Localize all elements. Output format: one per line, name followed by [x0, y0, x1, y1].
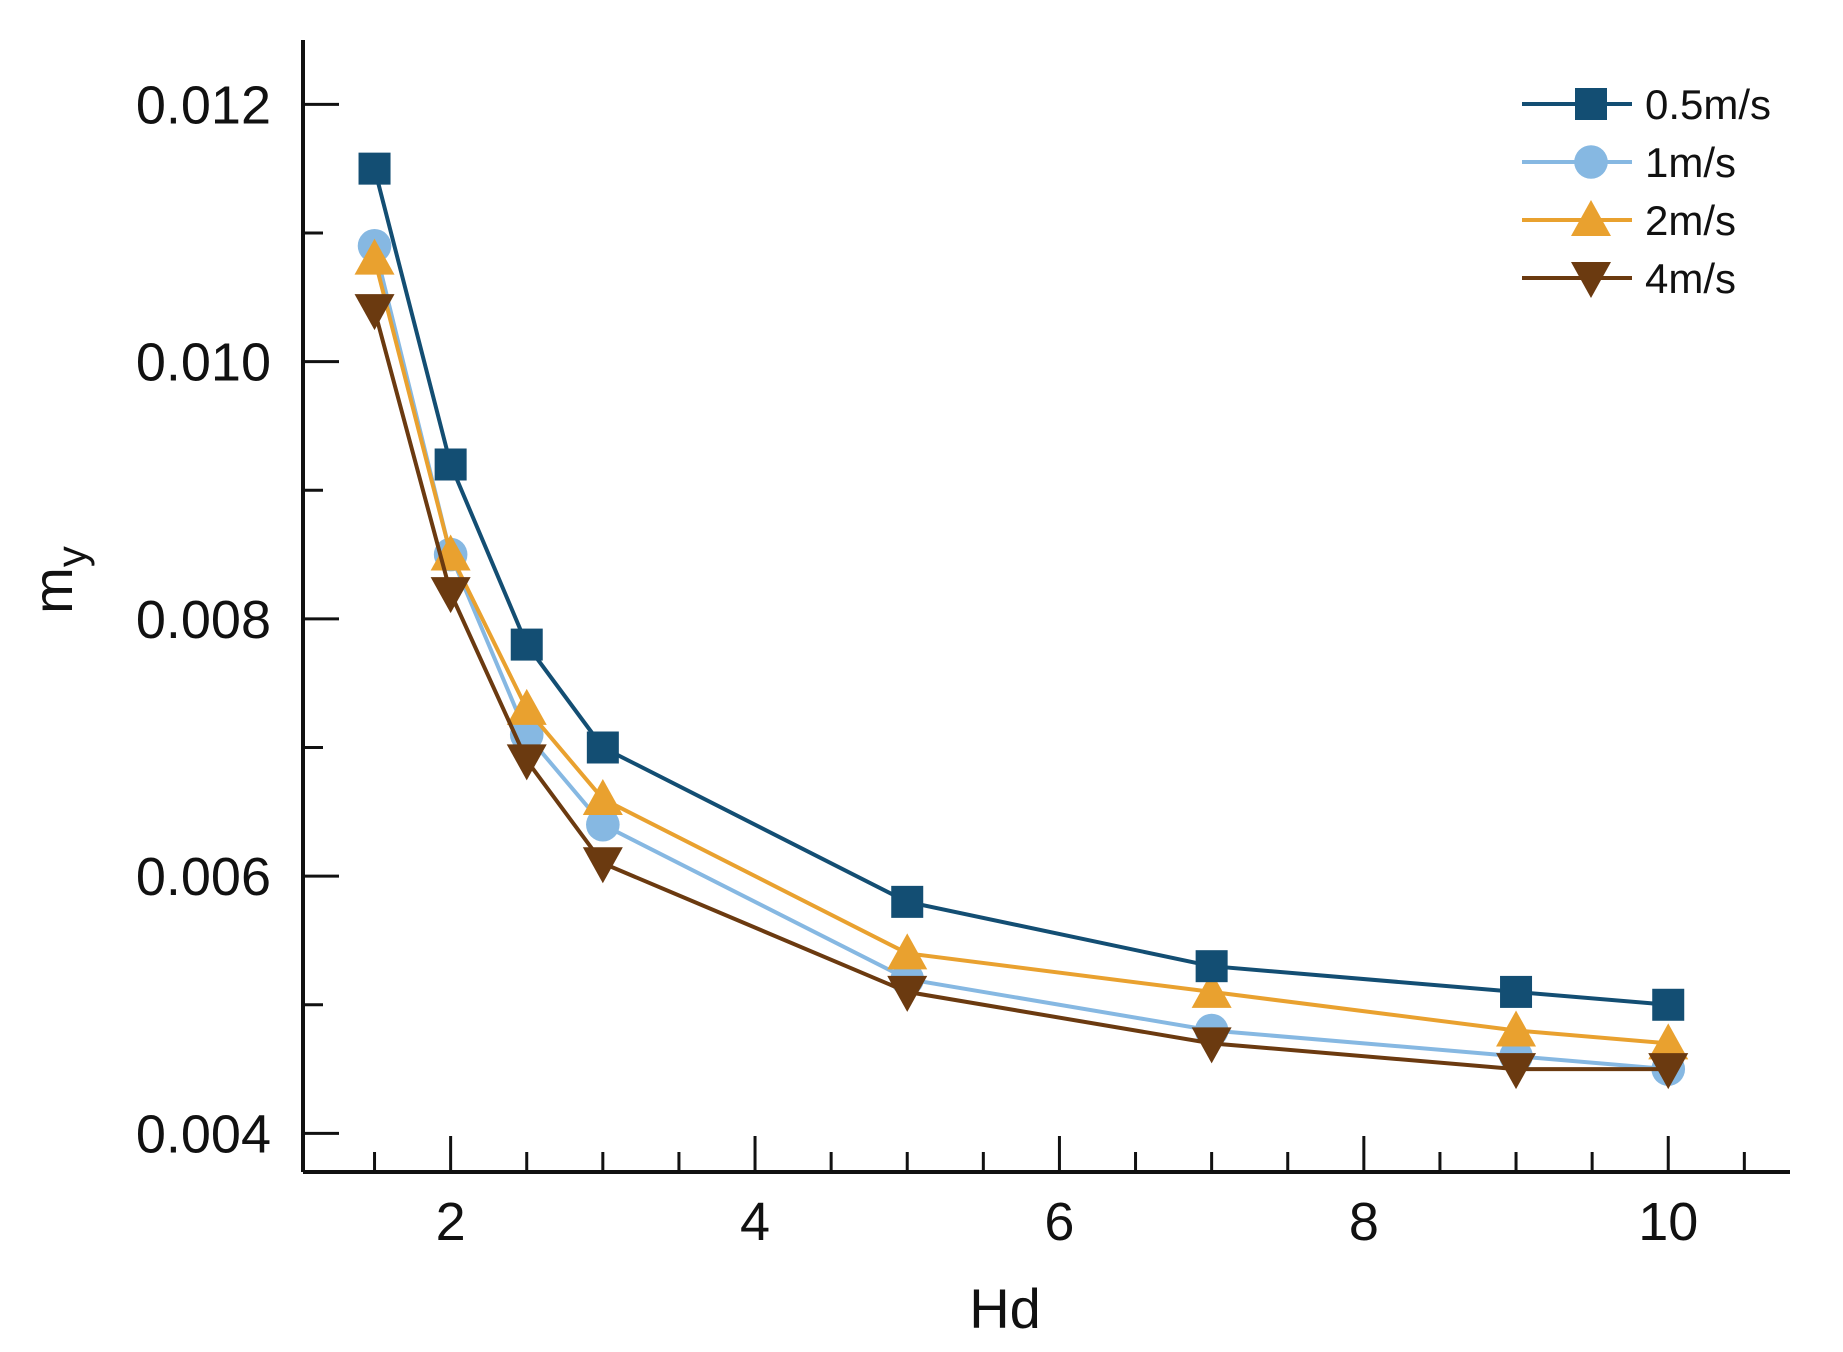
- data-point: [354, 294, 395, 331]
- series-4m/s: [354, 294, 1689, 1090]
- data-point: [1648, 1053, 1689, 1090]
- x-tick-label: 2: [436, 1192, 466, 1252]
- y-tick-label: 0.004: [136, 1104, 271, 1164]
- legend-marker: [1571, 262, 1611, 298]
- series-line: [372, 168, 1669, 1007]
- data-point: [1191, 971, 1232, 1008]
- legend-label: 1m/s: [1645, 139, 1736, 186]
- data-point: [1500, 975, 1533, 1008]
- data-point: [887, 975, 928, 1012]
- series-line: [372, 309, 1669, 1072]
- legend-label: 4m/s: [1645, 255, 1736, 302]
- data-point: [887, 933, 928, 970]
- data-point: [506, 688, 547, 725]
- series-1m/s: [357, 229, 1686, 1086]
- x-tick-label: 6: [1044, 1192, 1074, 1252]
- data-point: [1652, 988, 1685, 1021]
- axes: 2 4 6 8 10 0.004 0.006 0.008 0.010 0.012: [136, 40, 1790, 1252]
- data-point: [582, 778, 623, 815]
- series-0.5m/s: [358, 152, 1685, 1021]
- legend-item: 2m/s: [1522, 197, 1736, 244]
- data-point: [1496, 1053, 1537, 1090]
- data-point: [358, 152, 391, 185]
- y-tick-label: 0.010: [136, 333, 271, 393]
- data-point: [506, 744, 547, 781]
- data-point: [430, 577, 471, 614]
- data-point: [1648, 1023, 1689, 1060]
- data-point: [510, 628, 543, 661]
- data-point: [891, 885, 924, 918]
- legend-marker: [1575, 88, 1607, 120]
- y-tick-label: 0.012: [136, 75, 271, 135]
- data-point: [582, 847, 623, 884]
- data-point: [586, 807, 620, 842]
- y-tick-label: 0.006: [136, 847, 271, 907]
- legend-marker: [1574, 145, 1608, 179]
- data-point: [434, 448, 467, 481]
- legend-item: 0.5m/s: [1522, 81, 1771, 128]
- data-point: [1191, 1027, 1232, 1064]
- x-axis-title: Hd: [969, 1277, 1041, 1340]
- data-point: [586, 731, 619, 764]
- x-tick-label: 8: [1349, 1192, 1379, 1252]
- data-point: [1496, 1010, 1537, 1047]
- svg-text:my: my: [21, 546, 95, 614]
- legend-marker: [1571, 200, 1611, 236]
- legend-label: 0.5m/s: [1645, 81, 1771, 128]
- x-tick-label: 4: [740, 1192, 770, 1252]
- legend-label: 2m/s: [1645, 197, 1736, 244]
- series-layer: [354, 152, 1689, 1090]
- y-axis-title-main: m: [21, 567, 84, 614]
- data-point: [1195, 950, 1228, 983]
- y-axis-title-subscript: y: [48, 546, 95, 567]
- y-axis-title: my: [21, 546, 95, 614]
- y-tick-label: 0.008: [136, 590, 271, 650]
- series-line: [372, 245, 1669, 1072]
- legend: 0.5m/s 1m/s 2m/s 4m/s: [1522, 81, 1771, 302]
- data-point: [354, 238, 395, 275]
- legend-item: 4m/s: [1522, 255, 1736, 302]
- legend-item: 1m/s: [1522, 139, 1736, 186]
- x-tick-label: 10: [1638, 1192, 1698, 1252]
- series-2m/s: [354, 238, 1689, 1060]
